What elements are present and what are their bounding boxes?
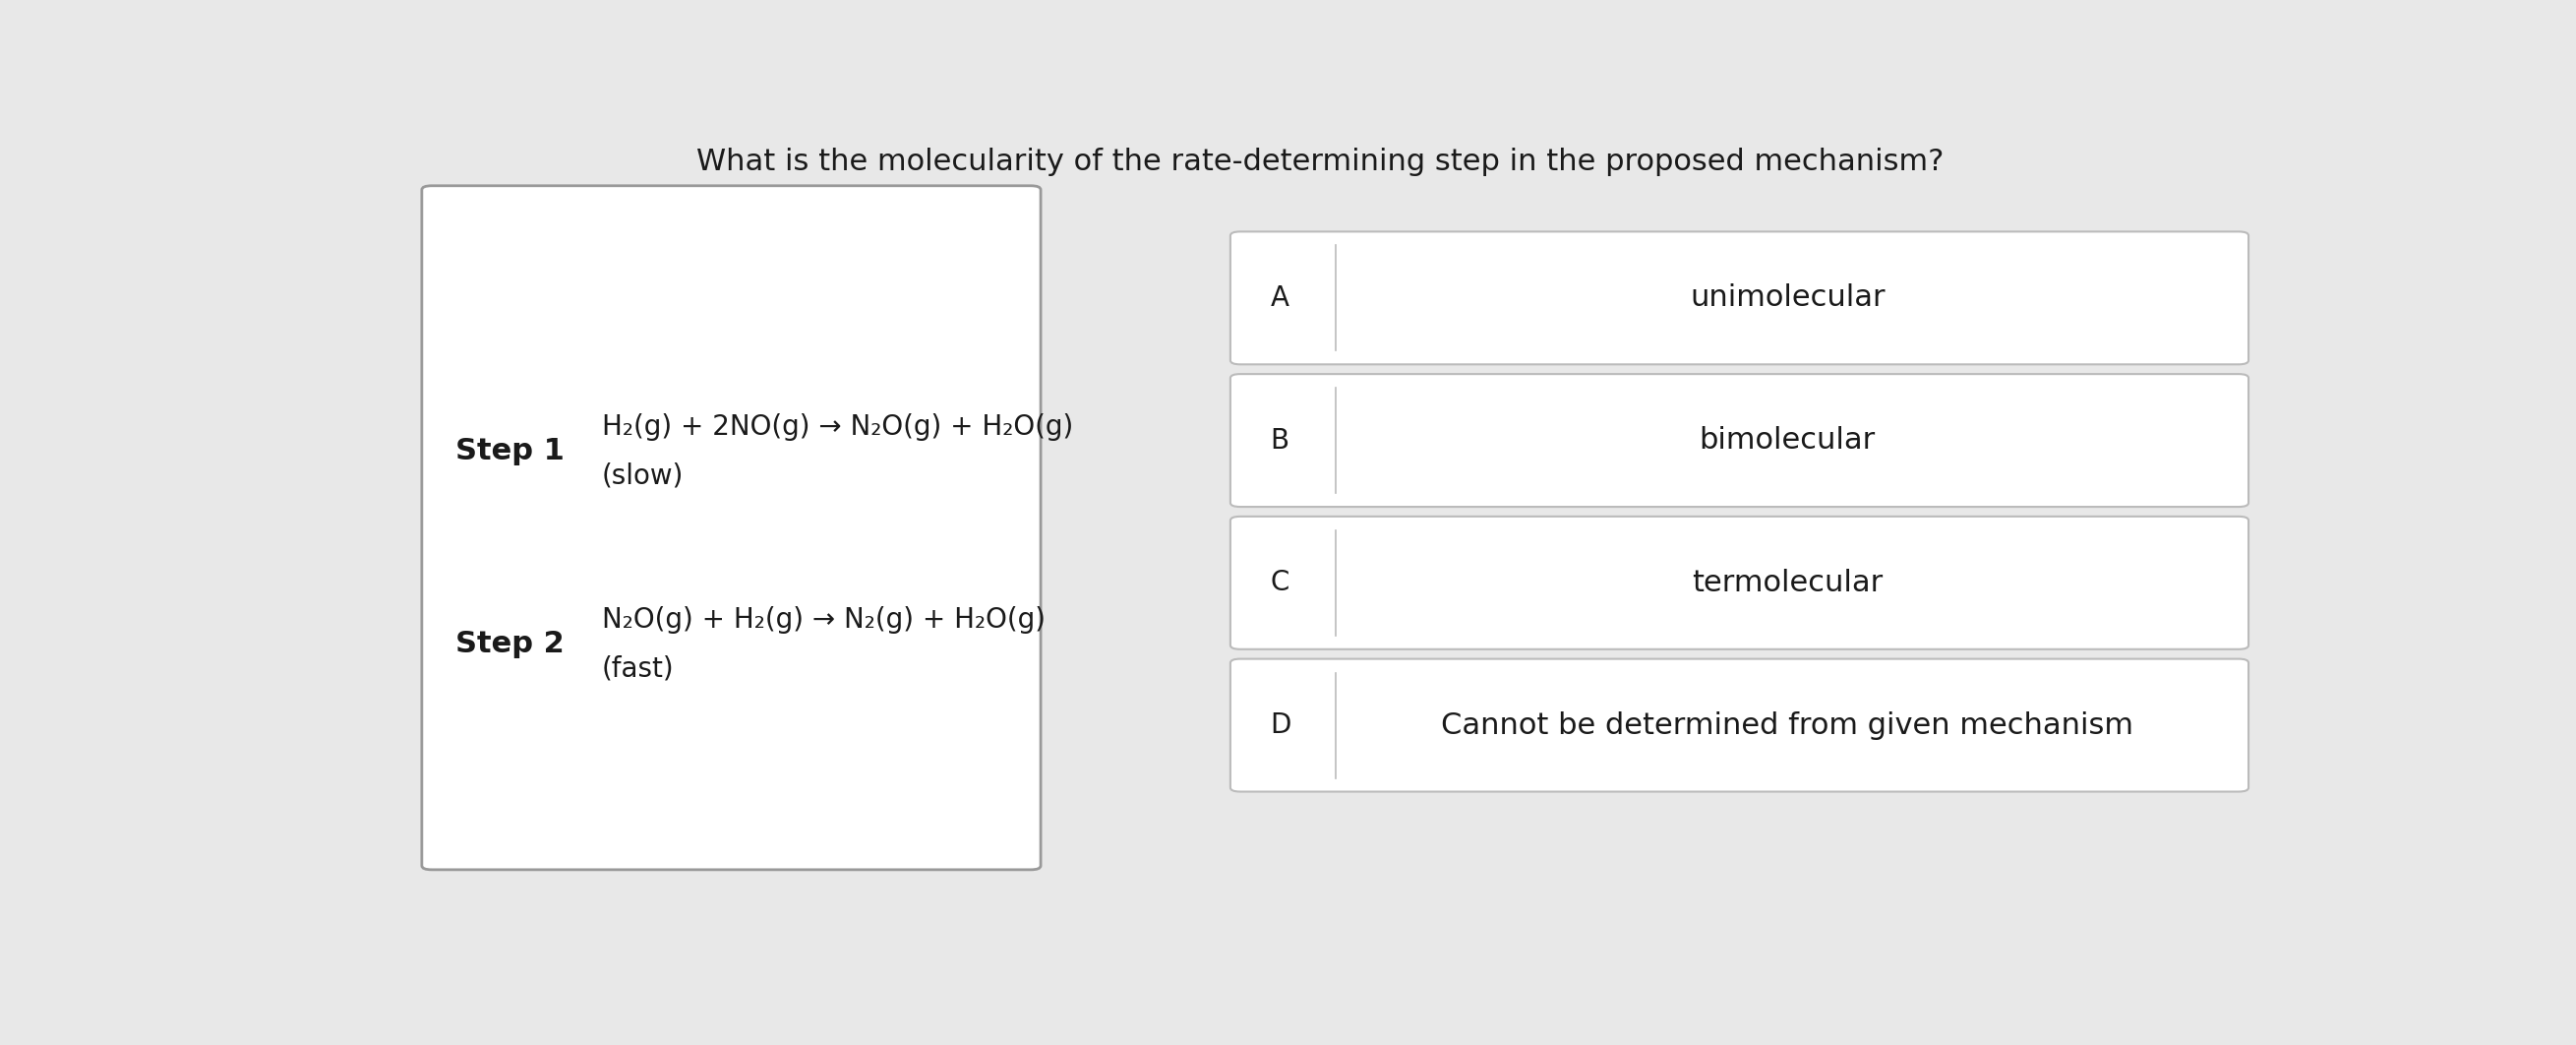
Text: (fast): (fast) xyxy=(600,655,675,682)
Text: D: D xyxy=(1270,712,1291,739)
Text: What is the molecularity of the rate-determining step in the proposed mechanism?: What is the molecularity of the rate-det… xyxy=(696,147,1945,176)
Text: unimolecular: unimolecular xyxy=(1690,284,1886,312)
Text: B: B xyxy=(1270,426,1288,455)
Text: H₂(g) + 2NO(g) → N₂O(g) + H₂O(g): H₂(g) + 2NO(g) → N₂O(g) + H₂O(g) xyxy=(600,414,1072,441)
Text: A: A xyxy=(1270,284,1288,311)
Text: Cannot be determined from given mechanism: Cannot be determined from given mechanis… xyxy=(1440,711,2133,740)
FancyBboxPatch shape xyxy=(1231,516,2249,649)
Text: bimolecular: bimolecular xyxy=(1700,426,1875,455)
Text: C: C xyxy=(1270,570,1291,597)
FancyBboxPatch shape xyxy=(422,186,1041,869)
FancyBboxPatch shape xyxy=(1231,374,2249,507)
FancyBboxPatch shape xyxy=(1231,232,2249,365)
FancyBboxPatch shape xyxy=(1231,659,2249,792)
Text: (slow): (slow) xyxy=(600,462,683,489)
Text: Step 2: Step 2 xyxy=(456,630,564,658)
Text: N₂O(g) + H₂(g) → N₂(g) + H₂O(g): N₂O(g) + H₂(g) → N₂(g) + H₂O(g) xyxy=(600,606,1046,634)
Text: Step 1: Step 1 xyxy=(456,437,564,466)
Text: termolecular: termolecular xyxy=(1692,568,1883,597)
